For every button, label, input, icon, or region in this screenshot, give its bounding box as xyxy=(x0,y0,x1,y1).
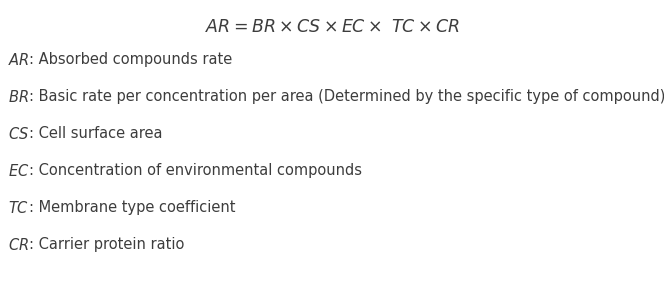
Text: $\mathit{BR}$: $\mathit{BR}$ xyxy=(8,89,29,105)
Text: $\mathit{EC}$: $\mathit{EC}$ xyxy=(8,163,29,179)
Text: $\mathit{CR}$: $\mathit{CR}$ xyxy=(8,237,29,253)
Text: : Concentration of environmental compounds: : Concentration of environmental compoun… xyxy=(29,163,363,178)
Text: $\mathit{AR}$: $\mathit{AR}$ xyxy=(8,52,30,68)
Text: : Carrier protein ratio: : Carrier protein ratio xyxy=(29,237,185,252)
Text: $\mathit{TC}$: $\mathit{TC}$ xyxy=(8,200,29,216)
Text: $\mathit{AR} = \mathit{BR} \times \mathit{CS} \times \mathit{EC} \times\ \mathit: $\mathit{AR} = \mathit{BR} \times \mathi… xyxy=(205,18,459,36)
Text: : Membrane type coefficient: : Membrane type coefficient xyxy=(29,200,236,215)
Text: : Basic rate per concentration per area (Determined by the specific type of comp: : Basic rate per concentration per area … xyxy=(29,89,664,104)
Text: $\mathit{CS}$: $\mathit{CS}$ xyxy=(8,126,29,142)
Text: : Cell surface area: : Cell surface area xyxy=(29,126,163,141)
Text: : Absorbed compounds rate: : Absorbed compounds rate xyxy=(29,52,232,67)
